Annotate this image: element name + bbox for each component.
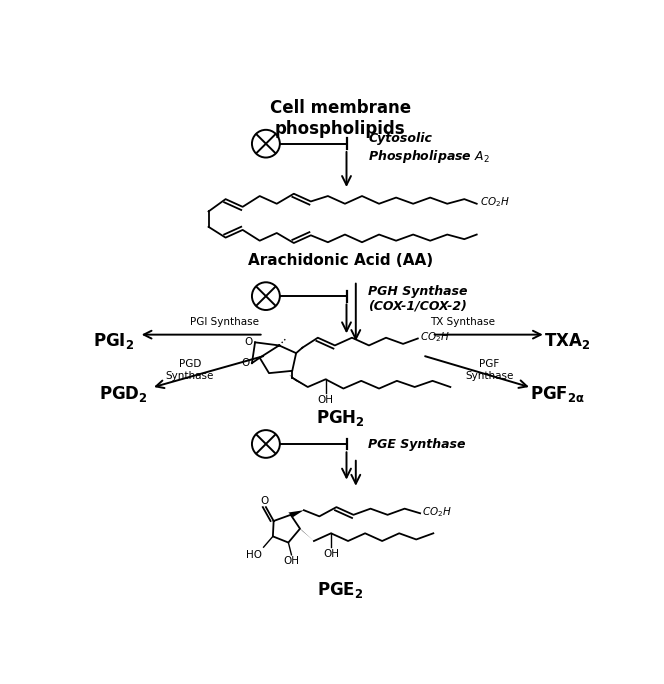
Text: OH: OH (317, 395, 333, 405)
Text: PGE Synthase: PGE Synthase (369, 438, 465, 451)
Text: $\mathbf{PGE_2}$: $\mathbf{PGE_2}$ (317, 580, 363, 601)
Text: OH: OH (323, 549, 339, 559)
Text: Cytosolic
Phospholipase $A_2$: Cytosolic Phospholipase $A_2$ (369, 132, 490, 165)
Text: PGD
Synthase: PGD Synthase (166, 359, 214, 381)
Text: $CO_2H$: $CO_2H$ (420, 330, 450, 344)
Text: O: O (260, 496, 268, 505)
Polygon shape (289, 375, 307, 387)
Polygon shape (288, 510, 304, 517)
Polygon shape (297, 527, 314, 541)
Text: OH: OH (284, 556, 299, 566)
Text: $\mathbf{PGH_2}$: $\mathbf{PGH_2}$ (316, 408, 365, 428)
Text: TX Synthase: TX Synthase (430, 317, 495, 327)
Text: O: O (245, 337, 253, 347)
Text: Arachidonic Acid (AA): Arachidonic Acid (AA) (248, 253, 433, 268)
Text: O: O (242, 358, 250, 368)
Text: HO: HO (246, 550, 262, 560)
Text: $\mathbf{TXA_2}$: $\mathbf{TXA_2}$ (544, 331, 590, 351)
Text: $CO_2H$: $CO_2H$ (480, 196, 510, 209)
Text: PGI Synthase: PGI Synthase (191, 317, 260, 327)
Text: PGF
Synthase: PGF Synthase (465, 359, 513, 381)
Text: $\mathbf{PGD_2}$: $\mathbf{PGD_2}$ (99, 384, 147, 404)
Text: $\mathbf{PGI_2}$: $\mathbf{PGI_2}$ (94, 331, 135, 351)
Text: $CO_2H$: $CO_2H$ (422, 505, 452, 518)
Text: Cell membrane
phospholipids: Cell membrane phospholipids (270, 99, 411, 137)
Text: $\mathbf{PGF_{2\alpha}}$: $\mathbf{PGF_{2\alpha}}$ (530, 384, 585, 404)
Text: PGH Synthase
(COX-1/COX-2): PGH Synthase (COX-1/COX-2) (369, 285, 467, 313)
